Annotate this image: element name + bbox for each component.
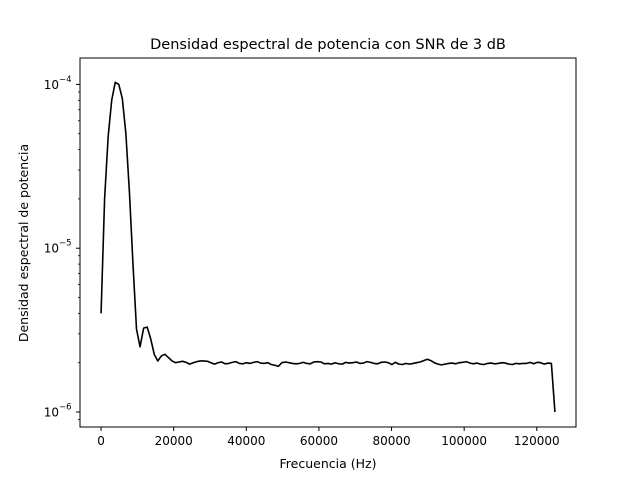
x-tick-label: 60000 [300,434,338,448]
y-tick-label: 10 −6 [44,403,72,420]
plot-frame [79,57,577,428]
y-tick-label-exponent: −6 [59,403,72,413]
y-tick-label-base: 10 [44,78,59,92]
x-tick-label: 0 [97,434,105,448]
y-tick-label-base: 10 [44,406,59,420]
x-tick-label: 80000 [372,434,410,448]
y-axis-ticks: 10−610−510−4 [44,75,80,420]
x-tick-label: 120000 [514,434,560,448]
x-tick-label: 40000 [227,434,265,448]
y-tick-label: 10 −4 [44,75,72,92]
y-axis-label: Densidad espectral de potencia [16,144,31,342]
y-tick-label: 10 −5 [44,239,72,256]
y-tick-label-exponent: −4 [59,75,72,85]
y-tick-label-base: 10 [44,242,59,256]
series-line-0 [100,81,556,413]
series-layer [100,81,556,413]
chart-title: Densidad espectral de potencia con SNR d… [150,37,506,53]
x-tick-label: 100000 [441,434,487,448]
x-axis-ticks: 0 20000 40000 60000 80000 100000 120000 [97,427,560,448]
x-axis-label: Frecuencia (Hz) [280,456,377,471]
x-tick-label: 20000 [155,434,193,448]
y-tick-label-exponent: −5 [59,239,72,249]
